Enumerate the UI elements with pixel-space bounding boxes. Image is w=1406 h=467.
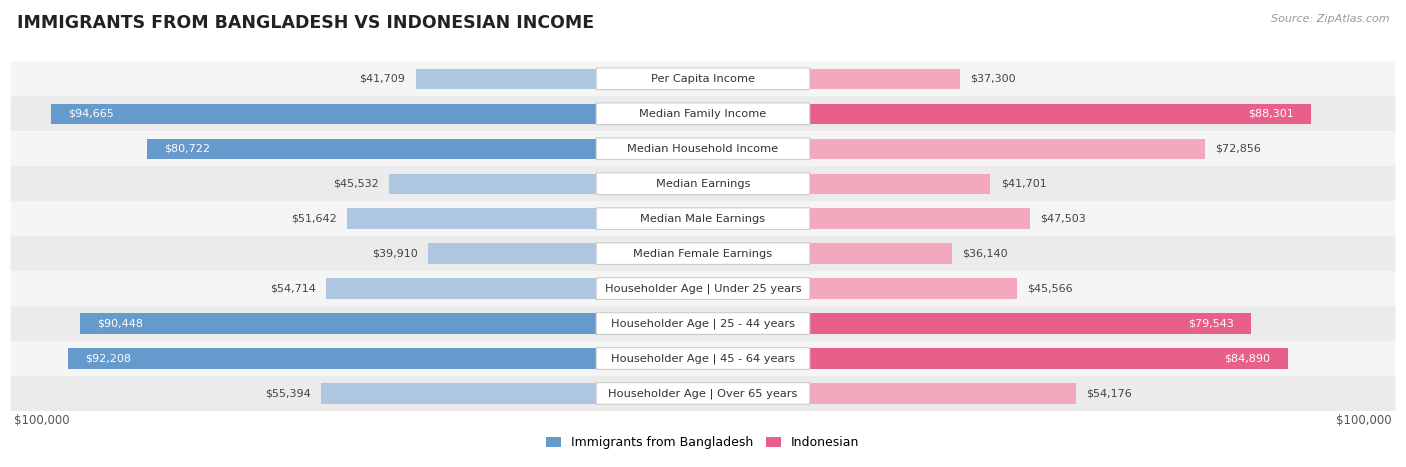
FancyBboxPatch shape [596, 103, 810, 125]
Text: $54,714: $54,714 [270, 283, 316, 294]
Bar [810, 104, 1312, 124]
Bar [810, 278, 1017, 299]
Bar [146, 139, 596, 159]
Text: $84,890: $84,890 [1225, 354, 1271, 363]
Text: Householder Age | 45 - 64 years: Householder Age | 45 - 64 years [612, 353, 794, 364]
Bar [810, 208, 1031, 229]
Text: $45,566: $45,566 [1028, 283, 1073, 294]
FancyBboxPatch shape [596, 173, 810, 195]
FancyBboxPatch shape [11, 166, 1395, 201]
FancyBboxPatch shape [596, 278, 810, 299]
FancyBboxPatch shape [596, 313, 810, 334]
FancyBboxPatch shape [11, 131, 1395, 166]
Text: Per Capita Income: Per Capita Income [651, 74, 755, 84]
Text: $100,000: $100,000 [14, 414, 70, 427]
Bar [810, 69, 960, 89]
Bar [810, 348, 1288, 368]
Text: $80,722: $80,722 [165, 144, 209, 154]
FancyBboxPatch shape [11, 201, 1395, 236]
Bar [427, 243, 596, 264]
FancyBboxPatch shape [596, 208, 810, 229]
Text: Median Male Earnings: Median Male Earnings [641, 213, 765, 224]
FancyBboxPatch shape [596, 138, 810, 160]
Text: $36,140: $36,140 [962, 248, 1008, 259]
FancyBboxPatch shape [596, 382, 810, 404]
Text: $92,208: $92,208 [84, 354, 131, 363]
Bar [810, 139, 1205, 159]
Text: $100,000: $100,000 [1336, 414, 1392, 427]
Bar [326, 278, 596, 299]
FancyBboxPatch shape [11, 96, 1395, 131]
Text: Householder Age | Under 25 years: Householder Age | Under 25 years [605, 283, 801, 294]
Text: IMMIGRANTS FROM BANGLADESH VS INDONESIAN INCOME: IMMIGRANTS FROM BANGLADESH VS INDONESIAN… [17, 14, 593, 32]
FancyBboxPatch shape [11, 376, 1395, 411]
Text: Median Family Income: Median Family Income [640, 109, 766, 119]
Text: $79,543: $79,543 [1188, 318, 1234, 329]
FancyBboxPatch shape [11, 271, 1395, 306]
Text: Median Earnings: Median Earnings [655, 179, 751, 189]
Legend: Immigrants from Bangladesh, Indonesian: Immigrants from Bangladesh, Indonesian [541, 432, 865, 454]
Bar [810, 383, 1076, 403]
Bar [67, 348, 596, 368]
Bar [322, 383, 596, 403]
Text: $72,856: $72,856 [1215, 144, 1261, 154]
Text: $41,701: $41,701 [1001, 179, 1046, 189]
FancyBboxPatch shape [11, 306, 1395, 341]
FancyBboxPatch shape [596, 347, 810, 369]
Bar [389, 174, 596, 194]
FancyBboxPatch shape [596, 68, 810, 90]
FancyBboxPatch shape [11, 341, 1395, 376]
Text: $88,301: $88,301 [1249, 109, 1294, 119]
FancyBboxPatch shape [11, 61, 1395, 96]
FancyBboxPatch shape [596, 243, 810, 264]
Bar [416, 69, 596, 89]
Text: $37,300: $37,300 [970, 74, 1017, 84]
Text: $90,448: $90,448 [97, 318, 143, 329]
Text: $54,176: $54,176 [1087, 389, 1132, 398]
Text: Householder Age | Over 65 years: Householder Age | Over 65 years [609, 388, 797, 399]
Bar [51, 104, 596, 124]
Text: Householder Age | 25 - 44 years: Householder Age | 25 - 44 years [612, 318, 794, 329]
Bar [810, 313, 1251, 334]
Text: Median Household Income: Median Household Income [627, 144, 779, 154]
Text: $47,503: $47,503 [1040, 213, 1087, 224]
Text: Source: ZipAtlas.com: Source: ZipAtlas.com [1271, 14, 1389, 24]
Text: Median Female Earnings: Median Female Earnings [634, 248, 772, 259]
Bar [810, 174, 990, 194]
Bar [80, 313, 596, 334]
Text: $55,394: $55,394 [266, 389, 311, 398]
Text: $51,642: $51,642 [291, 213, 337, 224]
Bar [810, 243, 952, 264]
Bar [347, 208, 596, 229]
Text: $94,665: $94,665 [67, 109, 114, 119]
FancyBboxPatch shape [11, 236, 1395, 271]
Text: $45,532: $45,532 [333, 179, 380, 189]
Text: $41,709: $41,709 [360, 74, 405, 84]
Text: $39,910: $39,910 [373, 248, 418, 259]
